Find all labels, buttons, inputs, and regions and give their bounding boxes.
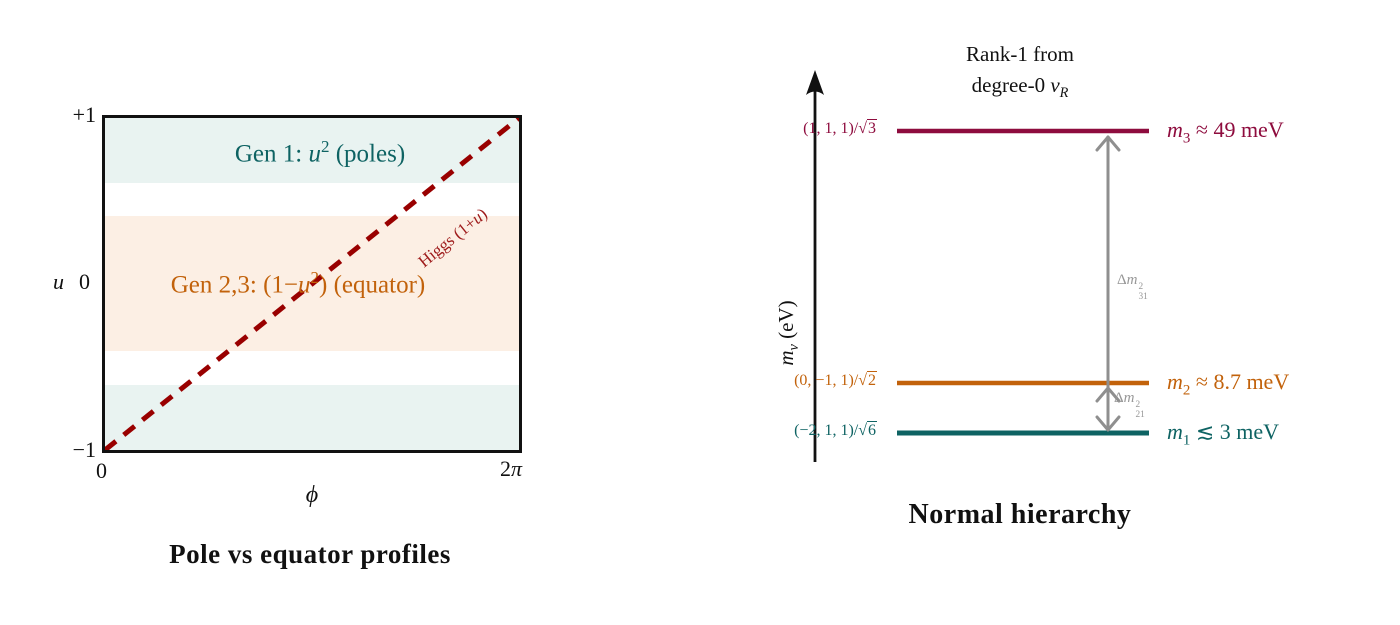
m1-vec-pre: (−2, 1, 1)/√ xyxy=(794,422,867,439)
m1-vec-radicand: 6 xyxy=(867,421,877,439)
nu-subscript-R: R xyxy=(1059,85,1069,102)
nu-symbol: ν xyxy=(1050,73,1060,97)
m2-vec-radicand: 2 xyxy=(867,371,877,389)
m2-vec-pre: (0, −1, 1)/√ xyxy=(794,372,867,389)
gen23-label-post: ) (equator) xyxy=(319,271,426,299)
higgs-dashed-line xyxy=(103,116,521,452)
arrowhead-down-m1-icon xyxy=(1095,415,1121,432)
right-header-line1-text: Rank-1 from xyxy=(966,42,1074,66)
y-tick-zero-text: 0 xyxy=(79,269,90,294)
m3-mass-sub: 3 xyxy=(1182,130,1191,147)
dm21-supsub: 2 21 xyxy=(1135,400,1145,421)
x-tick-2pi: 2π xyxy=(500,456,544,482)
m2-mass-value: ≈ 8.7 meV xyxy=(1190,369,1290,394)
x-tick-2pi-pi: π xyxy=(511,456,523,481)
m1-mass-value: ≲ 3 meV xyxy=(1190,419,1280,444)
right-header-line2-pre: degree-0 xyxy=(971,73,1051,97)
arrowhead-up-m3-icon xyxy=(1095,135,1121,152)
y-axis-name-text: u xyxy=(53,269,64,294)
y-tick-minus1-text: −1 xyxy=(72,437,96,462)
dm31-delta: Δ xyxy=(1117,272,1127,288)
gen1-label-post: (poles) xyxy=(329,140,406,168)
m1-eigenvector-label: (−2, 1, 1)/√6 xyxy=(680,421,877,440)
right-panel-title-text: Normal hierarchy xyxy=(908,499,1132,530)
x-tick-zero: 0 xyxy=(96,458,116,484)
gen1-band-label: Gen 1: u2 (poles) xyxy=(150,137,490,168)
dm21-sub: 21 xyxy=(1135,409,1145,420)
gen1-label-sup: 2 xyxy=(320,137,330,156)
gen23-label-sup: 2 xyxy=(310,268,320,287)
x-axis-name-text: ϕ xyxy=(305,482,319,508)
m1-mass-label: m1 ≲ 3 meV xyxy=(1167,419,1279,449)
dm21-sup: 2 xyxy=(1135,400,1141,411)
m2-mass-label: m2 ≈ 8.7 meV xyxy=(1167,369,1289,399)
mass-axis xyxy=(806,70,824,462)
arrowhead-up-m2-icon xyxy=(1095,386,1121,403)
gen1-label-var: u xyxy=(308,140,321,168)
m1-mass-var: m xyxy=(1167,419,1183,444)
y-tick-plus1-text: +1 xyxy=(72,102,96,127)
m3-vec-pre: (1, 1, 1)/√ xyxy=(803,120,867,137)
plot-border xyxy=(102,115,522,453)
delta-m31-label: Δm 2 31 xyxy=(1117,272,1148,303)
mass-axis-label-var: m xyxy=(774,350,798,366)
m3-mass-value: ≈ 49 meV xyxy=(1190,117,1284,142)
y-tick-zero: 0 xyxy=(79,269,97,295)
gen23-band-label: Gen 2,3: (1−u2) (equator) xyxy=(108,268,488,299)
m3-eigenvector-label: (1, 1, 1)/√3 xyxy=(680,119,877,138)
x-tick-zero-text: 0 xyxy=(96,458,107,483)
m3-vec-radicand: 3 xyxy=(867,119,877,137)
mass-axis-arrowhead-icon xyxy=(806,70,824,95)
delta-m21-label: Δm 2 21 xyxy=(1114,390,1145,421)
m2-eigenvector-label: (0, −1, 1)/√2 xyxy=(680,371,877,390)
left-panel-title: Pole vs equator profiles xyxy=(100,539,520,570)
gen23-label-var: u xyxy=(298,271,311,299)
band-gen1-bottom xyxy=(105,385,519,450)
right-panel-title: Normal hierarchy xyxy=(840,499,1200,531)
gen1-label-pre: Gen 1: xyxy=(234,140,309,168)
x-tick-2pi-num: 2 xyxy=(500,456,511,481)
y-axis-name: u xyxy=(53,269,73,295)
y-tick-plus1: +1 xyxy=(52,102,96,128)
m2-mass-var: m xyxy=(1167,369,1183,394)
right-header-line1: Rank-1 from xyxy=(900,42,1140,67)
y-tick-minus1: −1 xyxy=(52,437,96,463)
m2-mass-sub: 2 xyxy=(1182,382,1191,399)
x-axis-name: ϕ xyxy=(292,482,332,509)
dm21-var: m xyxy=(1123,390,1135,406)
pole-equator-plot xyxy=(102,115,522,453)
m3-mass-var: m xyxy=(1167,117,1183,142)
m1-mass-sub: 1 xyxy=(1182,432,1191,449)
dm31-supsub: 2 31 xyxy=(1138,282,1148,303)
mass-axis-label-rest: (eV) xyxy=(774,300,798,345)
right-header-line2: degree-0 νR xyxy=(900,73,1140,102)
dm31-sup: 2 xyxy=(1138,282,1144,293)
m3-mass-label: m3 ≈ 49 meV xyxy=(1167,117,1284,147)
gen23-label-pre: Gen 2,3: (1− xyxy=(170,271,299,299)
left-panel-title-text: Pole vs equator profiles xyxy=(169,539,451,569)
dm31-sub: 31 xyxy=(1138,291,1148,302)
dm21-delta: Δ xyxy=(1114,390,1124,406)
delta-m-arrows xyxy=(1095,135,1121,432)
mass-axis-label-sub: ν xyxy=(786,344,803,351)
dm31-var: m xyxy=(1126,272,1138,288)
